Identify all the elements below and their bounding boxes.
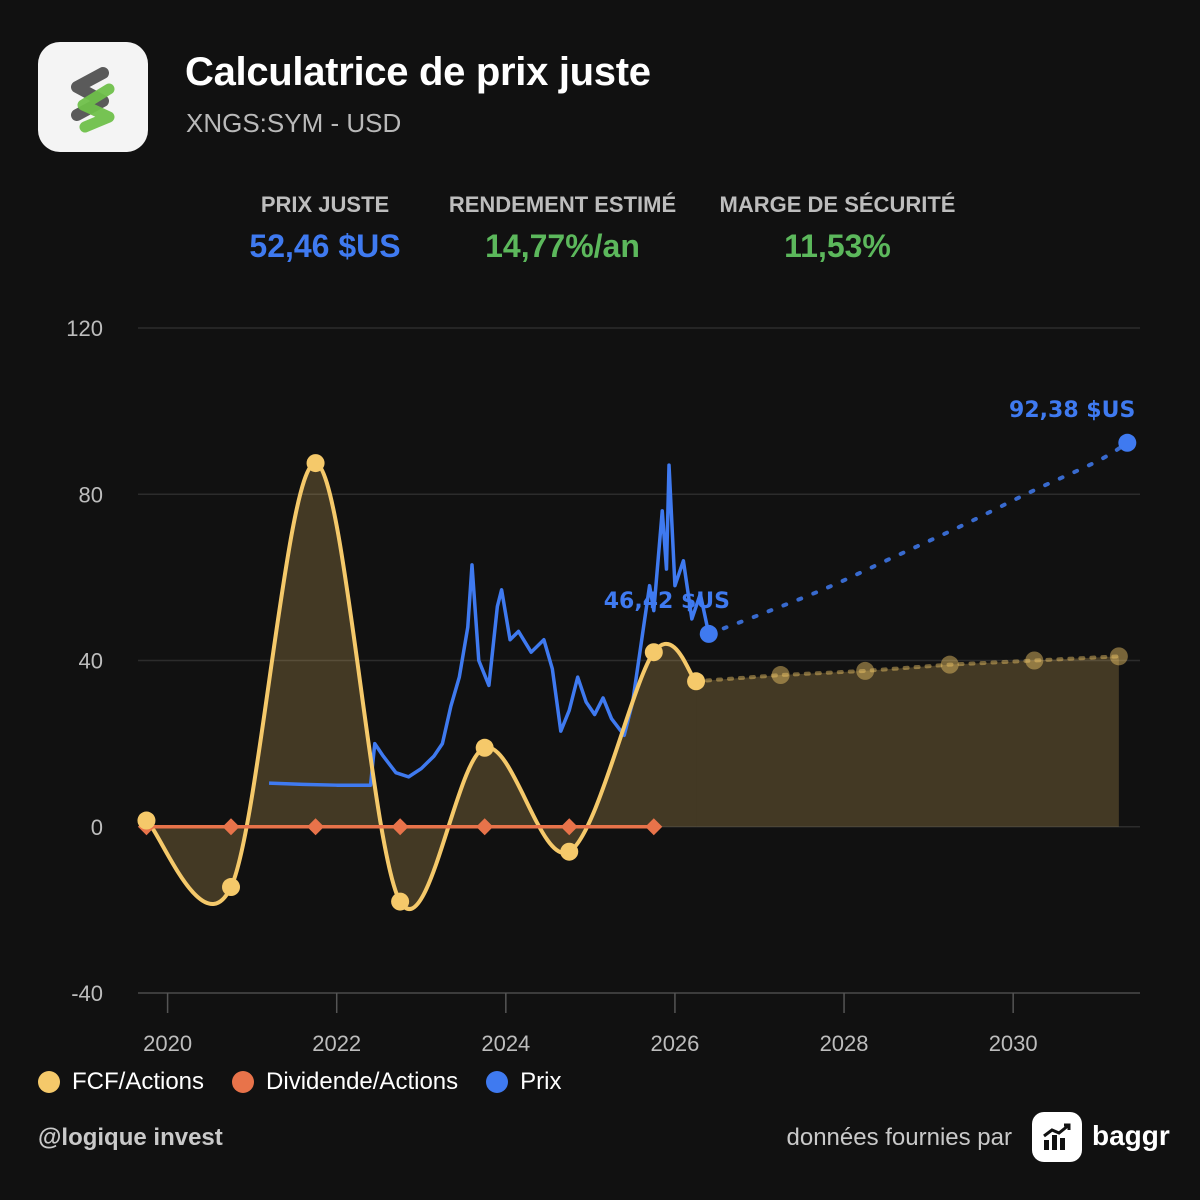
baggr-logo — [1032, 1112, 1082, 1162]
y-tick-label: 40 — [79, 649, 103, 674]
fair-price-chart: -40 0 40 80 120 2020 2022 2024 2026 2028 2030 46,42… — [66, 316, 1140, 1056]
symbotic-s-logo-icon — [71, 67, 115, 133]
legend-dot-dividend — [232, 1071, 255, 1093]
data-credit: données fournies par — [786, 1124, 1013, 1151]
x-tick-label: 2028 — [820, 1031, 869, 1056]
dividend-marker — [560, 818, 578, 836]
legend-dot-fcf — [38, 1071, 60, 1093]
metric-label: PRIX JUSTE — [260, 192, 390, 217]
y-tick-label: 80 — [79, 482, 103, 507]
price-target-point — [1118, 433, 1137, 452]
fcf-forecast-point — [771, 666, 790, 685]
fcf-point — [475, 738, 494, 757]
x-tick-label: 2030 — [989, 1031, 1038, 1056]
metric-label: RENDEMENT ESTIMÉ — [448, 192, 677, 217]
ticker-subtitle: XNGS:SYM - USD — [186, 108, 402, 138]
fcf-point — [391, 892, 410, 911]
fcf-forecast-point — [1025, 651, 1044, 670]
legend-label: FCF/Actions — [72, 1068, 205, 1095]
metric-estimated-return: RENDEMENT ESTIMÉ 14,77%/an — [440, 192, 685, 265]
dividend-marker — [307, 818, 325, 836]
x-tick-label: 2026 — [650, 1031, 699, 1056]
page-title: Calculatrice de prix juste — [185, 50, 651, 94]
legend-dot-price — [486, 1071, 509, 1093]
price-target-label: 92,38 $US — [1009, 398, 1135, 423]
y-tick-label: 120 — [66, 316, 103, 341]
metric-label: MARGE DE SÉCURITÉ — [719, 192, 956, 217]
brand-name: baggr — [1092, 1120, 1170, 1151]
fcf-point — [306, 454, 325, 473]
fcf-point — [560, 842, 579, 861]
fcf-point — [687, 672, 706, 691]
y-tick-label: -40 — [71, 981, 103, 1006]
fcf-forecast-point — [856, 661, 875, 680]
fcf-point — [222, 878, 241, 897]
legend-label: Dividende/Actions — [266, 1068, 459, 1095]
legend-label: Prix — [520, 1068, 562, 1095]
metric-value: 14,77%/an — [485, 228, 640, 264]
x-tick-label: 2020 — [143, 1031, 192, 1056]
legend-item-price[interactable]: Prix — [486, 1068, 561, 1096]
dividend-marker — [476, 818, 494, 836]
metric-fair-price: PRIX JUSTE 52,46 $US — [240, 192, 410, 265]
x-tick-label: 2024 — [481, 1031, 530, 1056]
dividend-marker — [222, 818, 240, 836]
fcf-forecast-line — [694, 654, 1121, 684]
fcf-point — [137, 811, 156, 830]
legend-item-fcf[interactable]: FCF/Actions — [38, 1068, 204, 1096]
price-last-point — [699, 624, 718, 643]
dividend-marker — [391, 818, 409, 836]
metric-value: 11,53% — [784, 228, 891, 264]
price-forecast-line — [706, 440, 1130, 636]
chart-legend: FCF/Actions Dividende/Actions Prix — [38, 1068, 561, 1096]
baggr-chart-logo-icon — [1043, 1123, 1071, 1150]
fcf-forecast-point — [940, 655, 959, 674]
y-tick-label: 0 — [91, 815, 103, 840]
app-logo — [38, 42, 148, 152]
price-line — [268, 463, 711, 787]
fcf-forecast-area — [696, 656, 1119, 827]
price-last-label: 46,42 $US — [604, 589, 730, 614]
fcf-point — [644, 643, 663, 662]
metric-value: 52,46 $US — [249, 228, 401, 264]
dividend-marker — [645, 818, 663, 836]
fcf-forecast-point — [1109, 647, 1128, 666]
x-tick-label: 2022 — [312, 1031, 361, 1056]
author-handle: @logique invest — [38, 1124, 223, 1151]
fcf-area — [146, 463, 697, 910]
legend-item-dividend[interactable]: Dividende/Actions — [232, 1068, 458, 1096]
metric-safety-margin: MARGE DE SÉCURITÉ 11,53% — [715, 192, 960, 265]
